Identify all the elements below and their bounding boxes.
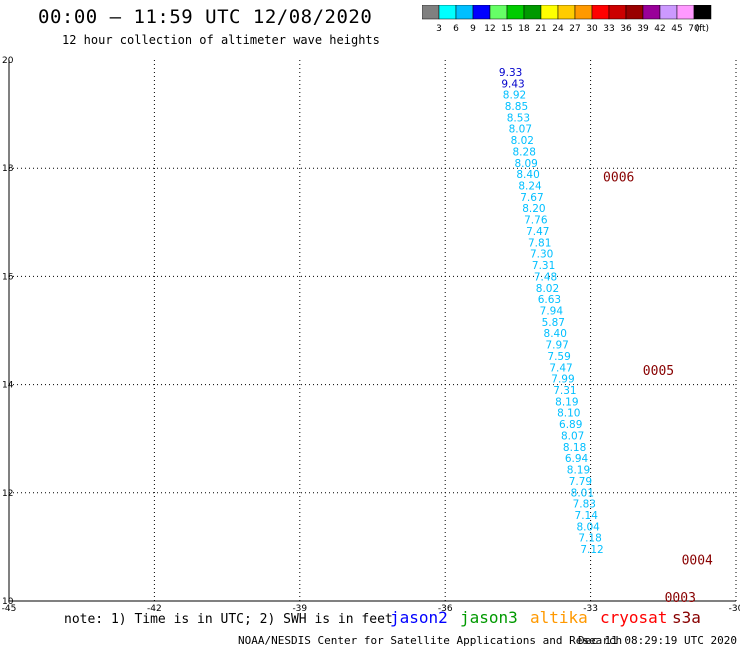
wave-height-label: 7.67 [520,192,543,204]
colorbar-label: 9 [470,24,476,34]
wave-height-label: 8.40 [544,328,567,340]
wave-height-label: 8.40 [516,169,539,181]
wave-height-label: 8.20 [522,203,545,215]
wave-height-label: 7.12 [580,544,603,556]
y-tick-label: 14 [2,381,14,391]
wave-height-label: 8.19 [567,465,590,477]
wave-height-label: 8.92 [503,90,526,102]
track-number-annotation: 0004 [682,553,713,568]
x-tick-label: -33 [583,604,598,614]
colorbar-label: 70 [688,24,700,34]
wave-height-label: 8.85 [505,101,528,113]
colorbar-legend: 3 6 9 12 15 18 21 24 27 30 33 36 39 42 45 70(ft) [422,5,712,34]
wave-height-label: 6.94 [565,453,589,465]
wave-height-label: 7.97 [545,340,568,352]
x-tick-label: -42 [147,604,162,614]
footnote: note: 1) Time is in UTC; 2) SWH is in fe… [64,612,393,627]
wave-height-label: 7.31 [532,260,555,272]
colorbar-label: 39 [637,24,649,34]
wave-height-label: 9.43 [501,78,524,90]
wave-height-label: 5.87 [542,317,565,329]
wave-height-label: 8.07 [509,124,532,136]
wave-height-label: 7.76 [524,215,548,227]
chart-subtitle: 12 hour collection of altimeter wave hei… [62,33,380,47]
legend-jason2: jason2 [390,608,448,627]
legend-s3a: s3a [672,608,701,627]
wave-height-label: 6.63 [538,294,561,306]
wave-height-label: 7.81 [528,237,551,249]
x-tick-label: -36 [438,604,453,614]
wave-height-label: 7.47 [526,226,549,238]
colorbar-label: 42 [654,24,665,34]
colorbar-label: 27 [569,24,580,34]
wave-height-label: 8.04 [576,521,600,533]
y-tick-label: 10 [2,597,14,607]
track-number-annotation: 0005 [643,364,674,379]
colorbar-label: 24 [552,24,564,34]
colorbar-label: 15 [501,24,512,34]
colorbar-label: 12 [484,24,495,34]
wave-height-label: 8.24 [518,181,542,193]
wave-height-label: 8.02 [511,135,534,147]
colorbar-swatch [693,5,712,20]
chart-title: 00:00 – 11:59 UTC 12/08/2020 [38,6,373,28]
wave-height-label: 8.09 [514,158,537,170]
wave-height-label: 7.47 [549,362,572,374]
wave-height-label: 7.59 [547,351,570,363]
wave-height-label: 7.14 [575,510,599,522]
colorbar-unit: (ft) [695,24,709,34]
y-tick-label: 12 [2,489,13,499]
wave-height-label: 7.18 [578,533,601,545]
wave-height-label: 8.18 [563,442,586,454]
wave-height-label: 7.83 [573,499,596,511]
colorbar-label: 3 [436,24,442,34]
wave-height-label: 8.01 [571,487,594,499]
wave-height-label: 8.10 [557,408,580,420]
wave-height-label: 6.89 [559,419,582,431]
colorbar-label: 21 [535,24,546,34]
colorbar-label: 18 [518,24,530,34]
wave-height-label: 8.28 [513,146,536,158]
x-tick-label: -39 [292,604,307,614]
x-tick-label: -30 [729,604,740,614]
track-number-annotation: 0006 [603,170,634,185]
wave-height-label: 7.94 [540,305,564,317]
wave-height-label: 7.48 [534,271,557,283]
wave-height-label: 8.07 [561,430,584,442]
colorbar-label: 6 [453,24,459,34]
wave-height-label: 7.79 [569,476,592,488]
y-tick-label: 20 [2,56,14,66]
x-tick-label: -45 [2,604,17,614]
wave-height-label: 8.53 [507,112,530,124]
credit-text: NOAA/NESDIS Center for Satellite Applica… [238,634,623,647]
legend-cryosat: cryosat [600,608,668,627]
colorbar-label: 33 [603,24,614,34]
timestamp: Dec 11 08:29:19 UTC 2020 [578,634,737,647]
y-tick-label: 16 [2,272,14,282]
legend-jason3: jason3 [460,608,518,627]
y-tick-label: 18 [2,164,14,174]
legend-altika: altika [530,608,588,627]
colorbar-label: 30 [586,24,598,34]
wave-height-label: 7.30 [530,249,553,261]
wave-height-label: 8.19 [555,396,578,408]
wave-height-label: 7.99 [551,374,574,386]
colorbar-label: 45 [671,24,682,34]
wave-height-label: 8.02 [536,283,559,295]
colorbar-label: 36 [620,24,632,34]
wave-height-label: 9.33 [499,67,522,79]
wave-height-label: 7.31 [553,385,576,397]
track-number-annotation: 0003 [665,591,696,606]
